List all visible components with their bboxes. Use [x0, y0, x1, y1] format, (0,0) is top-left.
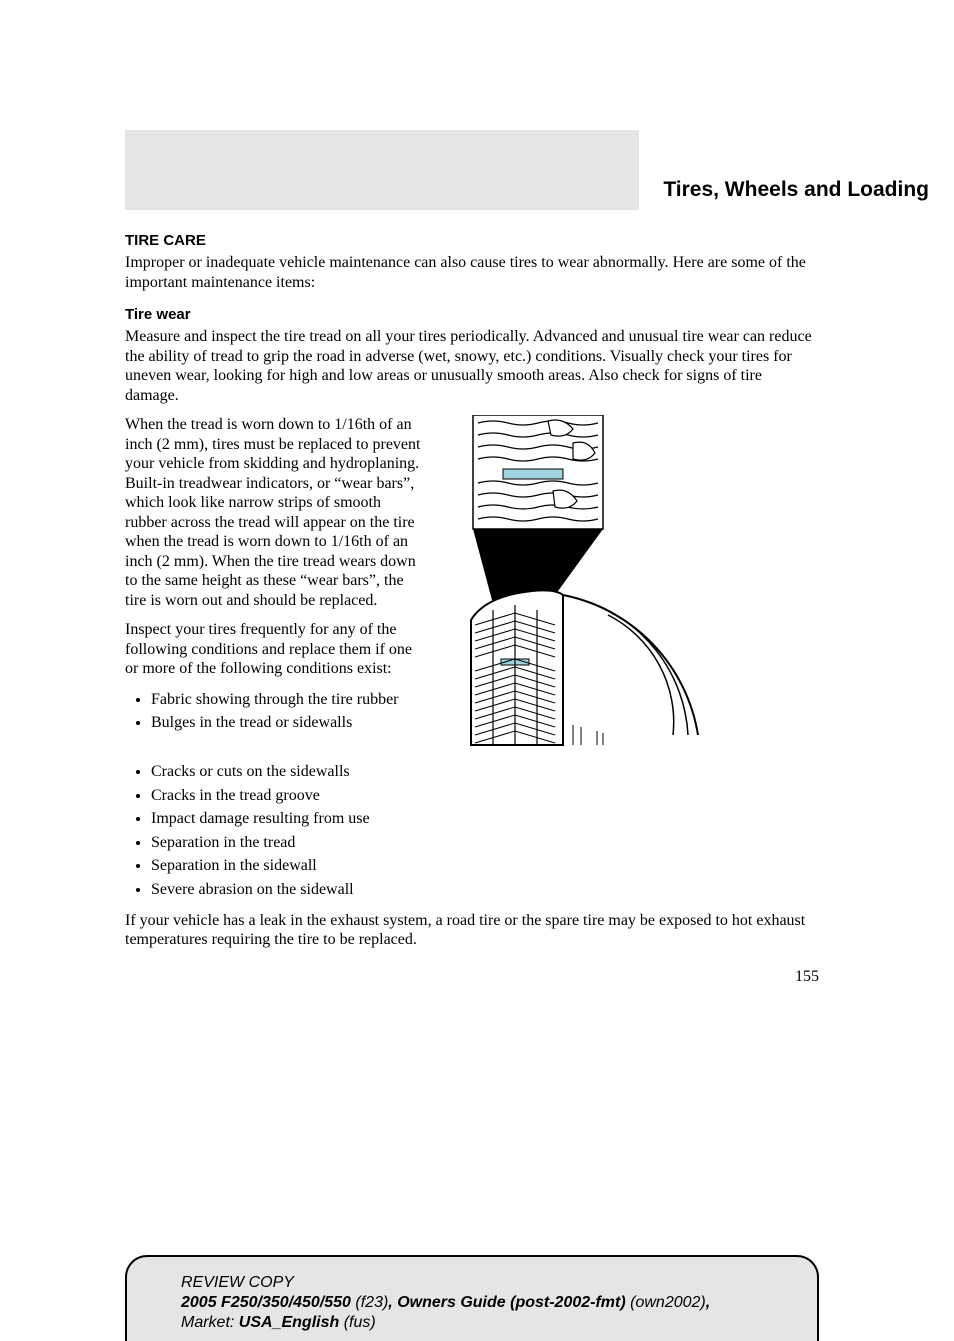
page-content: TIRE CARE Improper or inadequate vehicle… — [125, 232, 819, 950]
header-band: Tires, Wheels and Loading — [125, 130, 639, 210]
two-column-block: When the tread is worn down to 1/16th of… — [125, 415, 819, 755]
footer-sep1: , — [388, 1294, 392, 1311]
list-item: Impact damage resulting from use — [151, 808, 819, 830]
tire-wear-diagram — [443, 415, 703, 750]
document-page: Tires, Wheels and Loading TIRE CARE Impr… — [0, 130, 954, 986]
footer-review-copy: REVIEW COPY — [181, 1273, 795, 1293]
list-item: Bulges in the tread or sidewalls — [151, 712, 425, 734]
bullet-list-b: Cracks or cuts on the sidewalls Cracks i… — [125, 761, 819, 901]
footer-line-3: Market: USA_English (fus) — [181, 1313, 795, 1333]
footer-line-2: 2005 F250/350/450/550 (f23), Owners Guid… — [181, 1293, 795, 1313]
list-item: Cracks or cuts on the sidewalls — [151, 761, 819, 783]
footer-guide: Owners Guide (post-2002-fmt) — [397, 1294, 625, 1311]
section-title: TIRE CARE — [125, 232, 819, 249]
right-column — [443, 415, 819, 755]
footer-sep2: , — [706, 1294, 710, 1311]
footer-box: REVIEW COPY 2005 F250/350/450/550 (f23),… — [125, 1255, 819, 1341]
list-item: Severe abrasion on the sidewall — [151, 879, 819, 901]
left-column: When the tread is worn down to 1/16th of… — [125, 415, 425, 744]
intro-paragraph: Improper or inadequate vehicle maintenan… — [125, 253, 819, 292]
footer-code3: (fus) — [344, 1314, 376, 1331]
footer-market: USA_English — [239, 1314, 339, 1331]
chapter-title: Tires, Wheels and Loading — [663, 178, 929, 202]
paragraph-1: Measure and inspect the tire tread on al… — [125, 327, 819, 405]
paragraph-2: When the tread is worn down to 1/16th of… — [125, 415, 425, 610]
list-item: Separation in the sidewall — [151, 855, 819, 877]
footer-market-label: Market: — [181, 1314, 234, 1331]
footer-code1: (f23) — [355, 1294, 388, 1311]
bullet-list-a: Fabric showing through the tire rubber B… — [125, 689, 425, 734]
subsection-title: Tire wear — [125, 306, 819, 323]
page-number: 155 — [0, 968, 819, 986]
footer-model: 2005 F250/350/450/550 — [181, 1294, 351, 1311]
paragraph-4: If your vehicle has a leak in the exhaus… — [125, 911, 819, 950]
list-item: Cracks in the tread groove — [151, 785, 819, 807]
list-item: Separation in the tread — [151, 832, 819, 854]
paragraph-3: Inspect your tires frequently for any of… — [125, 620, 425, 679]
list-item: Fabric showing through the tire rubber — [151, 689, 425, 711]
footer-code2: (own2002) — [630, 1294, 706, 1311]
